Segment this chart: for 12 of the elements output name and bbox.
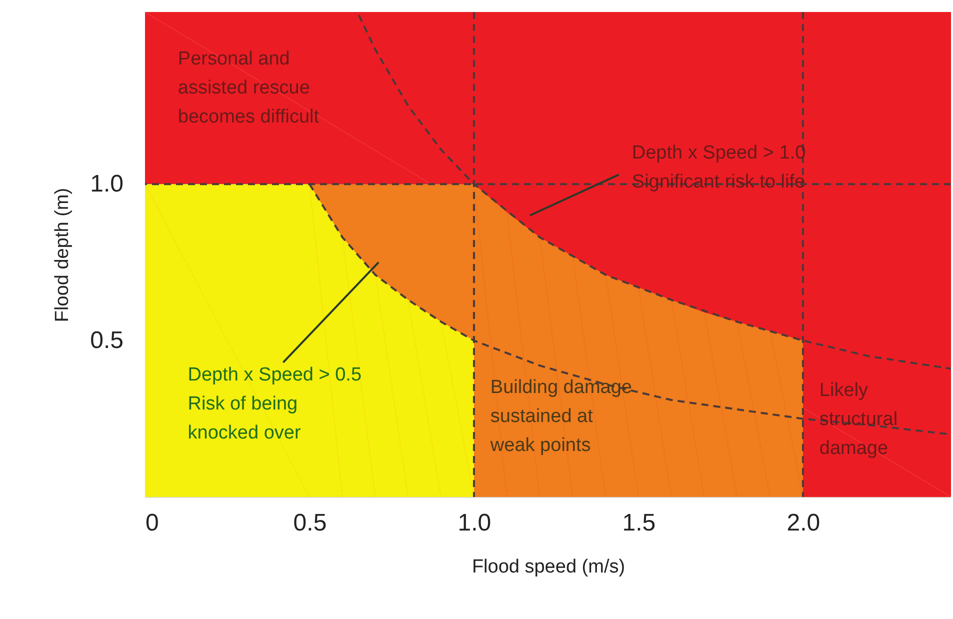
x-tick-label: 0 <box>146 510 159 536</box>
y-axis-title: Flood depth (m) <box>52 188 74 322</box>
x-tick-label: 0.5 <box>293 510 327 536</box>
annotation: Depth x Speed > 0.5 Risk of being knocked over <box>188 364 362 444</box>
x-tick-label: 2.0 <box>786 510 820 536</box>
annotation: Building damage sustained at weak points <box>489 377 632 456</box>
x-tick-label: 1.5 <box>622 510 656 536</box>
annotation: Personal and assisted rescue becomes difficult <box>178 48 320 128</box>
x-tick-label: 1.0 <box>458 510 492 536</box>
x-axis-title: Flood speed (m/s) <box>472 556 626 578</box>
annotation: Depth x Speed > 1.0 Significant risk to life <box>632 142 806 192</box>
annotation: Likely structural damage <box>819 380 898 460</box>
